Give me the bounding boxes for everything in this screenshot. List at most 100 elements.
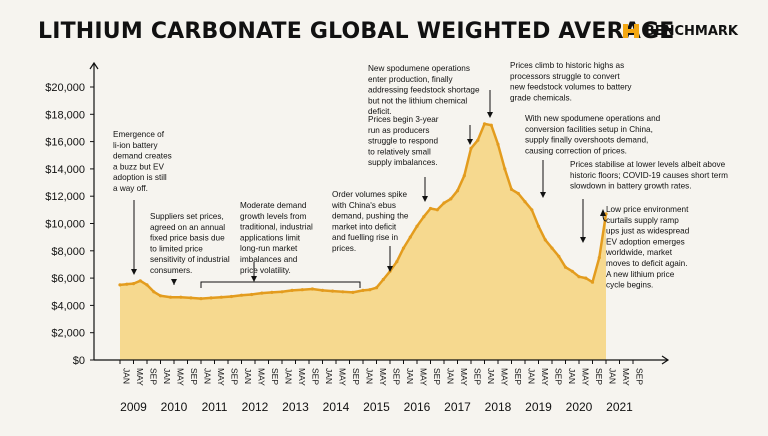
x-tick-label: JAN — [527, 368, 537, 384]
annotation-line: price volatility. — [240, 266, 291, 275]
x-tick-label: MAY — [419, 368, 429, 386]
annotation-line: worldwide, market — [605, 248, 673, 257]
annotation-arrowhead — [600, 209, 606, 216]
price-point — [361, 288, 365, 292]
annotation-line: addressing feedstock shortage — [368, 86, 480, 95]
x-tick-label: SEP — [432, 368, 442, 385]
price-point — [455, 189, 460, 193]
price-point — [125, 282, 129, 286]
annotation-line: Order volumes spike — [332, 190, 408, 199]
price-point — [563, 265, 568, 269]
annotation-line: demand, pushing the — [332, 212, 409, 221]
annotation-line: moves to deficit again. — [606, 259, 687, 268]
x-tick-label: JAN — [486, 368, 496, 384]
annotation-line: imbalances and — [240, 255, 298, 264]
annotation-line: Low price environment — [606, 205, 689, 214]
price-point — [381, 277, 385, 282]
annotation-6: New spodumene operations enter production… — [368, 64, 480, 116]
x-tick-label: JAN — [567, 368, 577, 384]
annotation-line: Suppliers set prices, — [150, 212, 224, 221]
annotation-line: EV adoption emerges — [606, 237, 685, 246]
annotation-line: grade chemicals. — [510, 93, 572, 102]
annotation-line: li-ion battery — [113, 141, 159, 150]
annotation-line: demand creates — [113, 152, 172, 161]
price-point — [169, 295, 173, 299]
annotation-arrowhead — [580, 237, 586, 243]
price-point — [462, 174, 466, 178]
annotation-line: market into deficit — [332, 222, 397, 231]
x-tick-label: MAY — [176, 368, 186, 386]
annotation-line: Prices climb to historic highs as — [510, 61, 624, 70]
benchmark-logo-icon — [622, 24, 639, 38]
year-label: 2012 — [242, 400, 269, 414]
x-tick-label: SEP — [594, 368, 604, 385]
year-label: 2009 — [120, 400, 147, 414]
price-point — [395, 260, 399, 264]
price-point — [449, 197, 453, 201]
annotation-2: Suppliers set prices, agreed on an annual… — [150, 212, 230, 275]
annotation-3: Moderate demand growth levels from traditi… — [240, 201, 313, 275]
price-point — [401, 246, 406, 250]
x-tick-label: MAY — [338, 368, 348, 386]
annotation-line: ups just as widespread — [606, 227, 690, 236]
annotation-line: applications limit — [240, 233, 301, 242]
annotation-line: Moderate demand — [240, 201, 307, 210]
price-point — [408, 235, 412, 239]
price-point — [310, 287, 314, 291]
price-point — [351, 290, 355, 294]
annotation-arrowhead — [487, 112, 493, 118]
price-point — [270, 290, 274, 294]
y-tick-label: $20,000 — [45, 82, 85, 94]
annotation-line: causing correction of prices. — [525, 146, 627, 155]
price-point — [550, 246, 554, 250]
x-tick-label: JAN — [243, 368, 253, 384]
annotation-line: New spodumene operations — [368, 64, 470, 73]
annotation-line: curtails supply ramp — [606, 216, 679, 225]
annotation-line: a buzz but EV — [113, 162, 165, 171]
price-point — [584, 276, 588, 280]
year-label: 2019 — [525, 400, 552, 414]
year-label: 2018 — [485, 400, 512, 414]
price-point — [536, 224, 541, 228]
price-point — [469, 146, 473, 150]
price-point — [179, 295, 183, 299]
annotation-arrowhead — [171, 279, 177, 285]
annotation-line: but not the lithium chemical — [368, 96, 467, 105]
x-tick-label: MAY — [540, 368, 550, 386]
annotation-line: agreed on an annual — [150, 223, 225, 232]
annotation-line: A new lithium price — [606, 270, 675, 279]
price-point — [199, 297, 203, 301]
annotation-line: run as producers — [368, 126, 429, 135]
x-tick-label: MAY — [621, 368, 631, 386]
price-point — [219, 295, 223, 299]
price-point — [131, 282, 136, 286]
annotation-line: historic floors; COVID-19 causes short t… — [570, 171, 728, 180]
brand-logo: BENCHMARK — [622, 22, 738, 40]
annotation-9: Prices stabilise at lower levels albeit … — [570, 160, 728, 191]
price-point — [331, 289, 335, 293]
y-tick-label: $18,000 — [45, 109, 85, 121]
x-tick-label: SEP — [635, 368, 645, 385]
y-tick-label: $2,000 — [51, 328, 85, 340]
year-label: 2021 — [606, 400, 633, 414]
price-point — [428, 206, 433, 211]
x-tick-label: JAN — [162, 368, 172, 384]
annotation-line: a way off. — [113, 184, 148, 193]
price-point — [368, 288, 372, 292]
annotation-arrowhead — [467, 139, 473, 145]
x-tick-label: MAY — [257, 368, 267, 386]
x-tick-label: JAN — [405, 368, 415, 384]
annotation-8: With new spodumene operations and convers… — [525, 114, 661, 155]
price-point — [145, 283, 149, 287]
price-point — [209, 296, 213, 300]
price-point — [250, 292, 254, 297]
x-tick-label: SEP — [311, 368, 321, 385]
annotation-line: prices. — [332, 244, 356, 253]
price-point — [509, 187, 514, 191]
price-point — [320, 288, 325, 292]
y-tick-label: $16,000 — [45, 137, 85, 149]
year-label: 2014 — [323, 400, 350, 414]
price-point — [442, 201, 446, 205]
price-point — [516, 191, 520, 196]
